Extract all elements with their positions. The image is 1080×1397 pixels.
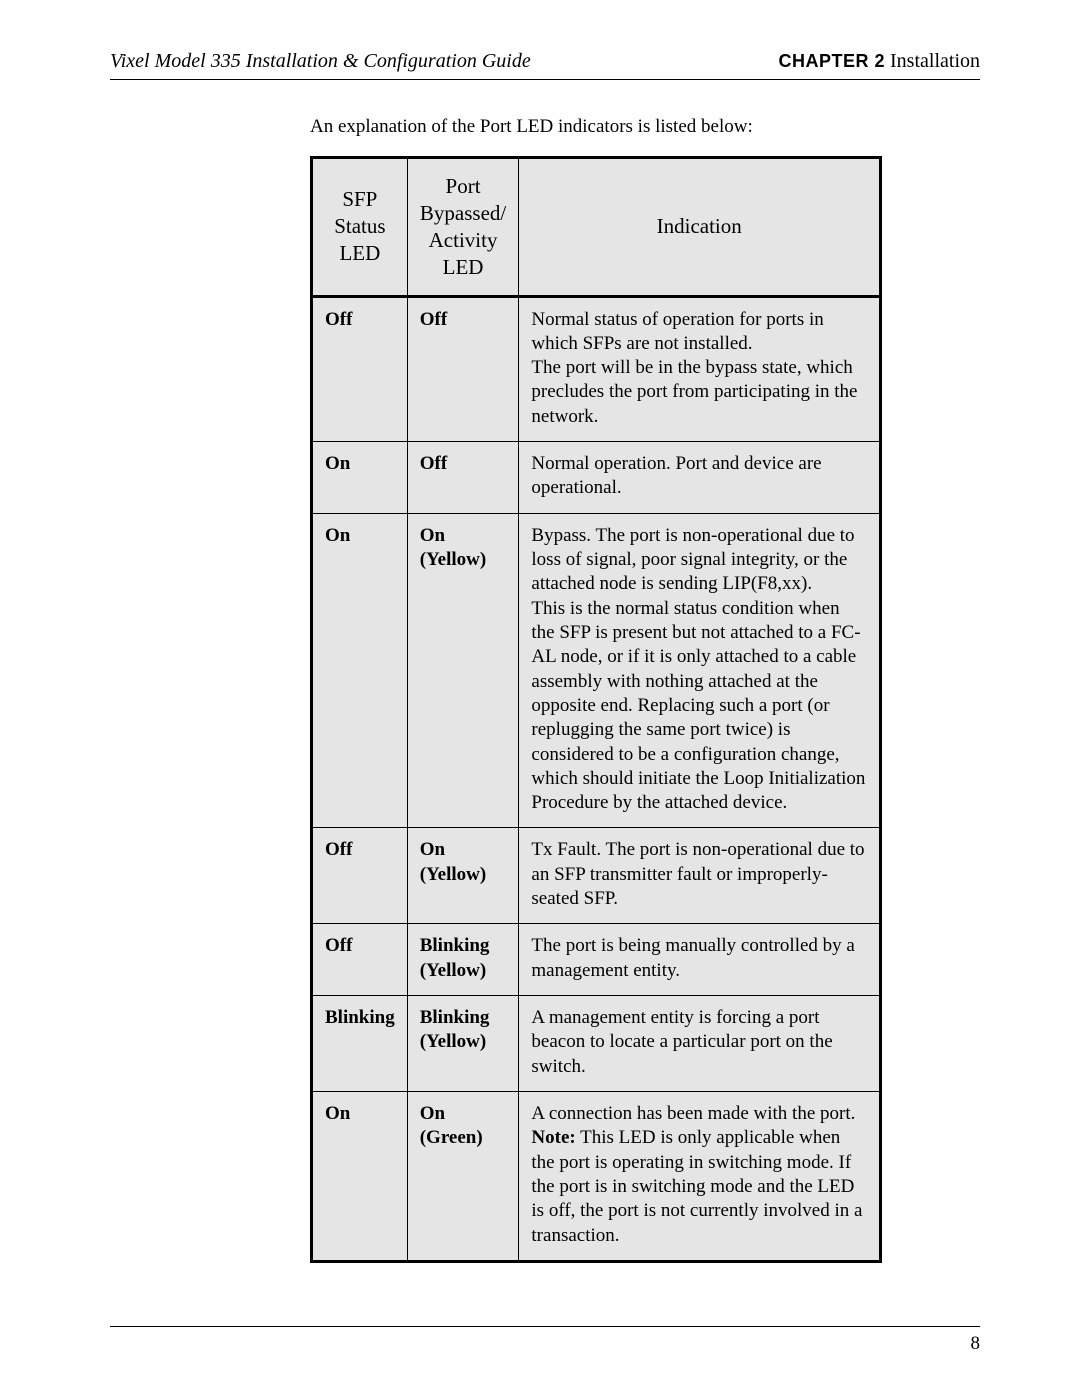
table-row: On Off Normal operation. Port and device… xyxy=(312,442,881,514)
cell-sfp: Off xyxy=(312,924,408,996)
cell-indication: Normal status of operation for ports in … xyxy=(519,296,881,442)
table-row: On On (Green) A connection has been made… xyxy=(312,1091,881,1261)
page-footer: 8 xyxy=(110,1326,980,1355)
cell-sfp: On xyxy=(312,1091,408,1261)
table-row: Off Off Normal status of operation for p… xyxy=(312,296,881,442)
cell-port: Off xyxy=(407,296,519,442)
cell-indication: Normal operation. Port and device are op… xyxy=(519,442,881,514)
cell-sfp: Off xyxy=(312,828,408,924)
cell-sfp: On xyxy=(312,442,408,514)
cell-sfp: On xyxy=(312,513,408,828)
cell-indication: A connection has been made with the port… xyxy=(519,1091,881,1261)
indication-note-bold: Note: xyxy=(531,1127,575,1148)
cell-indication: Tx Fault. The port is non-operational du… xyxy=(519,828,881,924)
col-header-port: Port Bypassed/ Activity LED xyxy=(407,158,519,297)
col-header-indication: Indication xyxy=(519,158,881,297)
col-header-sfp: SFP Status LED xyxy=(312,158,408,297)
table-row: On On (Yellow) Bypass. The port is non-o… xyxy=(312,513,881,828)
cell-port: Blinking (Yellow) xyxy=(407,996,519,1092)
cell-port: On (Green) xyxy=(407,1091,519,1261)
doc-title: Vixel Model 335 Installation & Configura… xyxy=(110,50,531,73)
table-header-row: SFP Status LED Port Bypassed/ Activity L… xyxy=(312,158,881,297)
page-header: Vixel Model 335 Installation & Configura… xyxy=(110,50,980,80)
table-row: Blinking Blinking (Yellow) A management … xyxy=(312,996,881,1092)
cell-sfp: Off xyxy=(312,296,408,442)
cell-sfp: Blinking xyxy=(312,996,408,1092)
chapter-label: CHAPTER 2 Installation xyxy=(779,50,981,73)
cell-indication: A management entity is forcing a port be… xyxy=(519,996,881,1092)
page: Vixel Model 335 Installation & Configura… xyxy=(0,0,1080,1397)
cell-port: On (Yellow) xyxy=(407,513,519,828)
page-number: 8 xyxy=(971,1333,981,1354)
cell-port: Blinking (Yellow) xyxy=(407,924,519,996)
indication-post: This LED is only applicable when the por… xyxy=(531,1127,862,1245)
cell-indication: Bypass. The port is non-operational due … xyxy=(519,513,881,828)
table-row: Off Blinking (Yellow) The port is being … xyxy=(312,924,881,996)
chapter-number: CHAPTER 2 xyxy=(779,51,886,71)
cell-indication: The port is being manually controlled by… xyxy=(519,924,881,996)
chapter-name: Installation xyxy=(885,50,980,72)
led-indicator-table: SFP Status LED Port Bypassed/ Activity L… xyxy=(310,156,882,1263)
table-row: Off On (Yellow) Tx Fault. The port is no… xyxy=(312,828,881,924)
indication-pre: A connection has been made with the port… xyxy=(531,1103,855,1124)
cell-port: On (Yellow) xyxy=(407,828,519,924)
cell-port: Off xyxy=(407,442,519,514)
table-body: Off Off Normal status of operation for p… xyxy=(312,296,881,1261)
intro-text: An explanation of the Port LED indicator… xyxy=(310,116,980,138)
